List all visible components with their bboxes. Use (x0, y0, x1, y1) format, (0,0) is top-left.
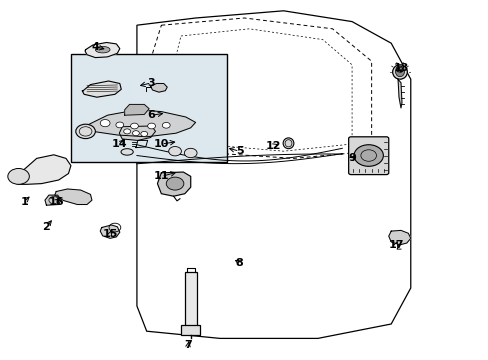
Text: 8: 8 (235, 258, 243, 268)
Text: 14: 14 (112, 139, 127, 149)
Polygon shape (388, 230, 410, 245)
Polygon shape (82, 81, 121, 97)
Circle shape (8, 168, 29, 184)
Circle shape (184, 148, 197, 158)
FancyBboxPatch shape (348, 137, 388, 175)
Polygon shape (55, 189, 92, 204)
Text: 13: 13 (392, 63, 408, 73)
Ellipse shape (121, 149, 133, 155)
Text: 1: 1 (20, 197, 28, 207)
Polygon shape (150, 84, 167, 92)
Text: 6: 6 (147, 110, 155, 120)
Text: 17: 17 (387, 240, 403, 250)
Circle shape (123, 129, 130, 134)
Polygon shape (45, 195, 61, 205)
Bar (184, 272, 197, 328)
Circle shape (141, 131, 147, 136)
Circle shape (353, 145, 383, 166)
Bar (181, 325, 200, 335)
Polygon shape (119, 126, 155, 140)
Circle shape (116, 122, 123, 128)
Text: 12: 12 (265, 141, 281, 151)
Text: 9: 9 (347, 153, 355, 163)
Circle shape (166, 177, 183, 190)
Circle shape (162, 122, 170, 128)
Polygon shape (397, 79, 401, 108)
Circle shape (147, 123, 155, 129)
Circle shape (130, 123, 138, 129)
Ellipse shape (392, 65, 407, 79)
Text: 4: 4 (91, 42, 99, 52)
Text: 2: 2 (42, 222, 50, 232)
Text: 5: 5 (235, 146, 243, 156)
Circle shape (132, 131, 139, 136)
Text: 3: 3 (147, 78, 155, 88)
Polygon shape (157, 172, 190, 196)
Bar (71, 54, 227, 162)
Polygon shape (124, 104, 149, 115)
Text: 15: 15 (102, 229, 118, 239)
Text: 10: 10 (153, 139, 169, 149)
Polygon shape (17, 155, 71, 184)
Circle shape (76, 124, 95, 139)
Polygon shape (100, 225, 120, 238)
Text: 16: 16 (48, 197, 64, 207)
Text: 7: 7 (184, 340, 192, 350)
Circle shape (168, 147, 181, 156)
Polygon shape (85, 42, 120, 58)
Text: 11: 11 (153, 171, 169, 181)
Polygon shape (85, 110, 195, 137)
Circle shape (100, 120, 110, 127)
Ellipse shape (395, 67, 404, 77)
Ellipse shape (95, 46, 110, 53)
Ellipse shape (283, 138, 293, 149)
